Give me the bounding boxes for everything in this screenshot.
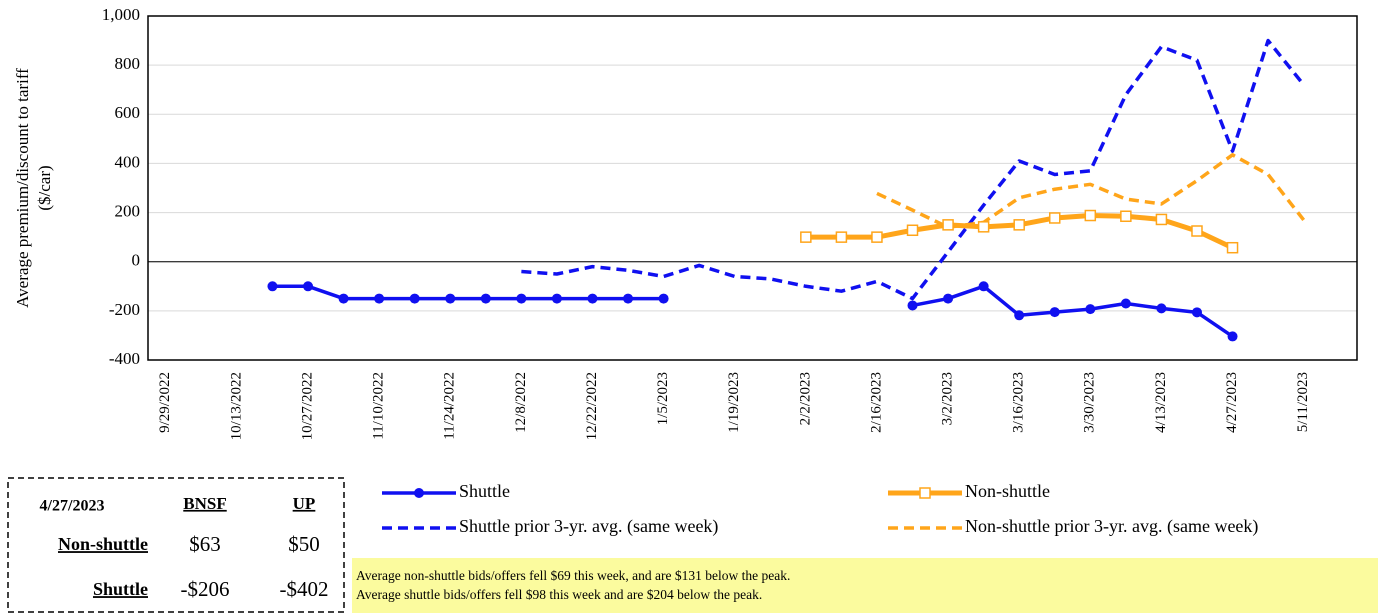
y-tick-label: 800 <box>115 54 141 73</box>
table-box <box>7 477 345 613</box>
marker <box>1013 219 1025 231</box>
x-tick-label: 1/19/2023 <box>726 372 742 433</box>
y-tick-label: 0 <box>132 251 141 270</box>
x-tick-label: 9/29/2022 <box>157 372 173 433</box>
marker <box>414 488 424 498</box>
marker <box>445 293 456 304</box>
marker <box>1120 210 1132 223</box>
x-tick-label: 12/22/2022 <box>584 372 600 440</box>
marker <box>1084 209 1097 222</box>
legend-label: Non-shuttle <box>965 481 1050 501</box>
marker <box>943 293 954 304</box>
x-tick-label: 5/11/2023 <box>1295 372 1311 432</box>
series-line <box>521 38 1306 301</box>
y-tick-label: 400 <box>115 152 141 171</box>
marker <box>907 300 918 311</box>
marker <box>1049 307 1060 318</box>
table-cell: -$402 <box>280 577 329 601</box>
marker <box>623 293 634 304</box>
series-line <box>876 153 1306 230</box>
marker <box>1155 213 1168 226</box>
note: Average shuttle bids/offers fell $98 thi… <box>356 587 762 602</box>
note: Average non-shuttle bids/offers fell $69… <box>356 568 790 583</box>
marker <box>1191 225 1203 237</box>
y-tick-label: 600 <box>115 103 141 122</box>
note-box <box>352 558 1378 613</box>
x-tick-label: 11/24/2022 <box>442 372 458 440</box>
table-cell: -$206 <box>181 577 230 601</box>
y-axis-label: Average premium/discount to tariff <box>13 68 32 308</box>
marker <box>1227 331 1238 342</box>
marker <box>516 293 527 304</box>
marker <box>1014 310 1025 321</box>
x-tick-label: 11/10/2022 <box>371 372 387 440</box>
table-header: 4/27/2023 <box>40 498 105 515</box>
table-header: UP <box>293 494 316 513</box>
x-tick-label: 2/2/2023 <box>797 372 813 425</box>
marker <box>551 293 562 304</box>
series-line <box>272 284 1234 338</box>
marker <box>977 221 990 233</box>
marker <box>1226 241 1239 254</box>
x-tick-label: 10/13/2022 <box>228 372 244 440</box>
marker <box>835 231 848 243</box>
table-row-label: Non-shuttle <box>58 534 148 554</box>
legend-label: Shuttle prior 3-yr. avg. (same week) <box>459 516 718 537</box>
marker <box>800 231 812 243</box>
marker <box>409 293 420 304</box>
y-tick-label: -400 <box>109 349 140 368</box>
marker <box>1085 304 1096 315</box>
marker <box>303 281 314 292</box>
marker <box>1120 298 1131 309</box>
marker <box>919 487 931 499</box>
x-tick-label: 4/27/2023 <box>1224 372 1240 433</box>
marker <box>1191 307 1202 318</box>
legend-label: Shuttle <box>459 481 510 501</box>
marker <box>658 293 669 304</box>
marker <box>906 224 919 237</box>
y-tick-label: -200 <box>109 300 140 319</box>
marker <box>587 293 598 304</box>
marker <box>374 293 385 304</box>
marker <box>480 293 491 304</box>
marker <box>1156 303 1167 314</box>
table-cell: $50 <box>288 532 320 556</box>
table-cell: $63 <box>189 532 221 556</box>
marker <box>1049 212 1061 224</box>
x-tick-label: 3/2/2023 <box>940 372 956 425</box>
x-tick-label: 3/30/2023 <box>1082 372 1098 433</box>
x-tick-label: 12/8/2022 <box>513 372 529 433</box>
marker <box>267 281 278 292</box>
table-row-label: Shuttle <box>93 579 148 599</box>
legend-label: Non-shuttle prior 3-yr. avg. (same week) <box>965 516 1258 537</box>
x-tick-label: 10/27/2022 <box>299 372 315 440</box>
x-tick-label: 1/5/2023 <box>655 372 671 425</box>
y-tick-label: 200 <box>115 201 141 220</box>
x-tick-label: 4/13/2023 <box>1153 372 1169 433</box>
marker <box>871 231 883 243</box>
marker <box>338 293 349 304</box>
y-tick-label: 1,000 <box>102 5 140 24</box>
y-axis-label: ($/car) <box>35 165 54 210</box>
marker <box>978 281 989 292</box>
plot-frame <box>147 15 1358 361</box>
marker <box>942 219 954 231</box>
x-tick-label: 3/16/2023 <box>1011 372 1027 433</box>
x-tick-label: 2/16/2023 <box>868 372 884 433</box>
table-header: BNSF <box>183 494 226 513</box>
